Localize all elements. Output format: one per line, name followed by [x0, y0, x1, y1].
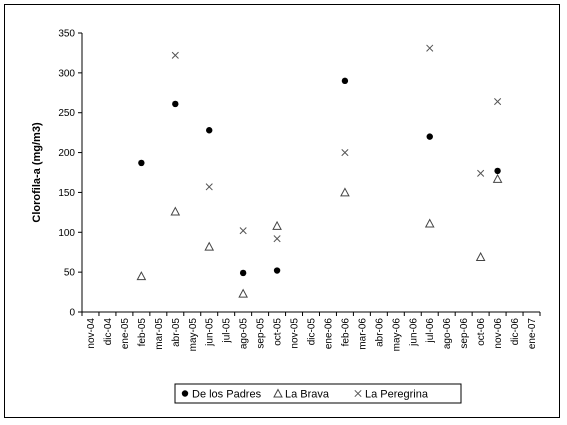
y-tick-label: 300 [58, 68, 75, 79]
y-tick-label: 250 [58, 108, 75, 119]
x-tick-label: mar-05 [154, 318, 165, 350]
triangle-point [424, 218, 435, 228]
data-points [136, 44, 503, 298]
y-axis: 0 50 100 150 200 250 300 350 [58, 29, 83, 319]
x-tick-label: abr-05 [171, 318, 182, 347]
x-tick-label: dic-04 [103, 318, 114, 346]
x-tick-label: ene-05 [120, 318, 131, 350]
y-tick-label: 0 [69, 308, 75, 319]
y-axis-title: Clorofila-a (mg/m3) [31, 122, 43, 223]
dot-point [239, 269, 247, 277]
dot-point [494, 167, 501, 175]
dot-point [206, 127, 213, 134]
x-tick-label: jul-06 [425, 318, 436, 344]
x-tick-label: nov-05 [290, 318, 301, 349]
legend-label: La Peregrina [365, 389, 429, 401]
y-tick-label: 350 [58, 29, 75, 40]
dot-point [273, 267, 281, 274]
dot-point [341, 77, 349, 85]
triangle-point [272, 220, 282, 230]
dot-point [172, 100, 179, 108]
y-tick-label: 200 [58, 148, 75, 159]
cross-point [426, 44, 434, 52]
cross-point [341, 149, 349, 157]
dot-point [426, 133, 433, 140]
x-tick-label: jun-05 [205, 318, 216, 347]
x-tick-label: dic-06 [510, 318, 521, 346]
x-tick-label: ago-06 [442, 318, 453, 350]
x-tick-label: mar-06 [357, 318, 368, 350]
triangle-point [136, 271, 147, 281]
triangle-point [475, 251, 486, 261]
cross-point [494, 98, 502, 106]
x-tick-label: feb-05 [137, 318, 148, 347]
triangle-point [340, 187, 350, 197]
chart-frame [4, 4, 560, 418]
cross-point [171, 51, 179, 59]
x-tick-label: may-06 [391, 318, 402, 352]
series-1 [136, 173, 503, 298]
legend-box [174, 383, 462, 404]
legend-triangle-icon [273, 388, 283, 398]
y-tick-label: 100 [58, 228, 75, 239]
x-tick-label: jul-05 [222, 318, 233, 344]
triangle-point [170, 206, 181, 216]
x-tick-label: jun-06 [408, 318, 419, 347]
x-tick-label: ene-07 [527, 318, 538, 350]
x-tick-label: sep-06 [459, 318, 470, 349]
series-2 [171, 44, 502, 243]
y-tick-label: 50 [64, 268, 76, 279]
triangle-point [492, 173, 503, 183]
x-tick-label: ago-05 [239, 318, 250, 350]
legend-dot-icon [181, 390, 189, 397]
triangle-point [238, 288, 248, 298]
x-axis: nov-04 dic-04 ene-05 feb-05 mar-05 abr-05 may-… [81, 311, 541, 352]
cross-point [239, 227, 247, 235]
x-tick-label: dic-05 [307, 318, 318, 346]
x-tick-label: may-05 [188, 318, 199, 352]
x-tick-label: oct-06 [476, 318, 487, 346]
x-tick-label: feb-06 [340, 318, 351, 347]
x-tick-label: abr-06 [374, 318, 385, 347]
x-tick-label: nov-06 [493, 318, 504, 349]
legend-label: De los Padres [192, 389, 262, 401]
x-tick-label: ene-06 [323, 318, 334, 350]
cross-point [205, 183, 213, 191]
dot-point [138, 159, 145, 167]
series-0 [138, 77, 501, 277]
cross-point [477, 169, 485, 177]
legend-label: La Brava [285, 389, 330, 401]
cross-point [273, 235, 281, 243]
legend-cross-icon [354, 389, 362, 398]
triangle-point [204, 241, 215, 251]
x-tick-label: nov-04 [86, 318, 97, 349]
x-tick-label: oct-05 [273, 318, 284, 346]
legend: De los Padres La Brava La Peregrina [174, 383, 462, 404]
y-tick-label: 150 [58, 188, 75, 199]
x-tick-label: sep-05 [256, 318, 267, 349]
